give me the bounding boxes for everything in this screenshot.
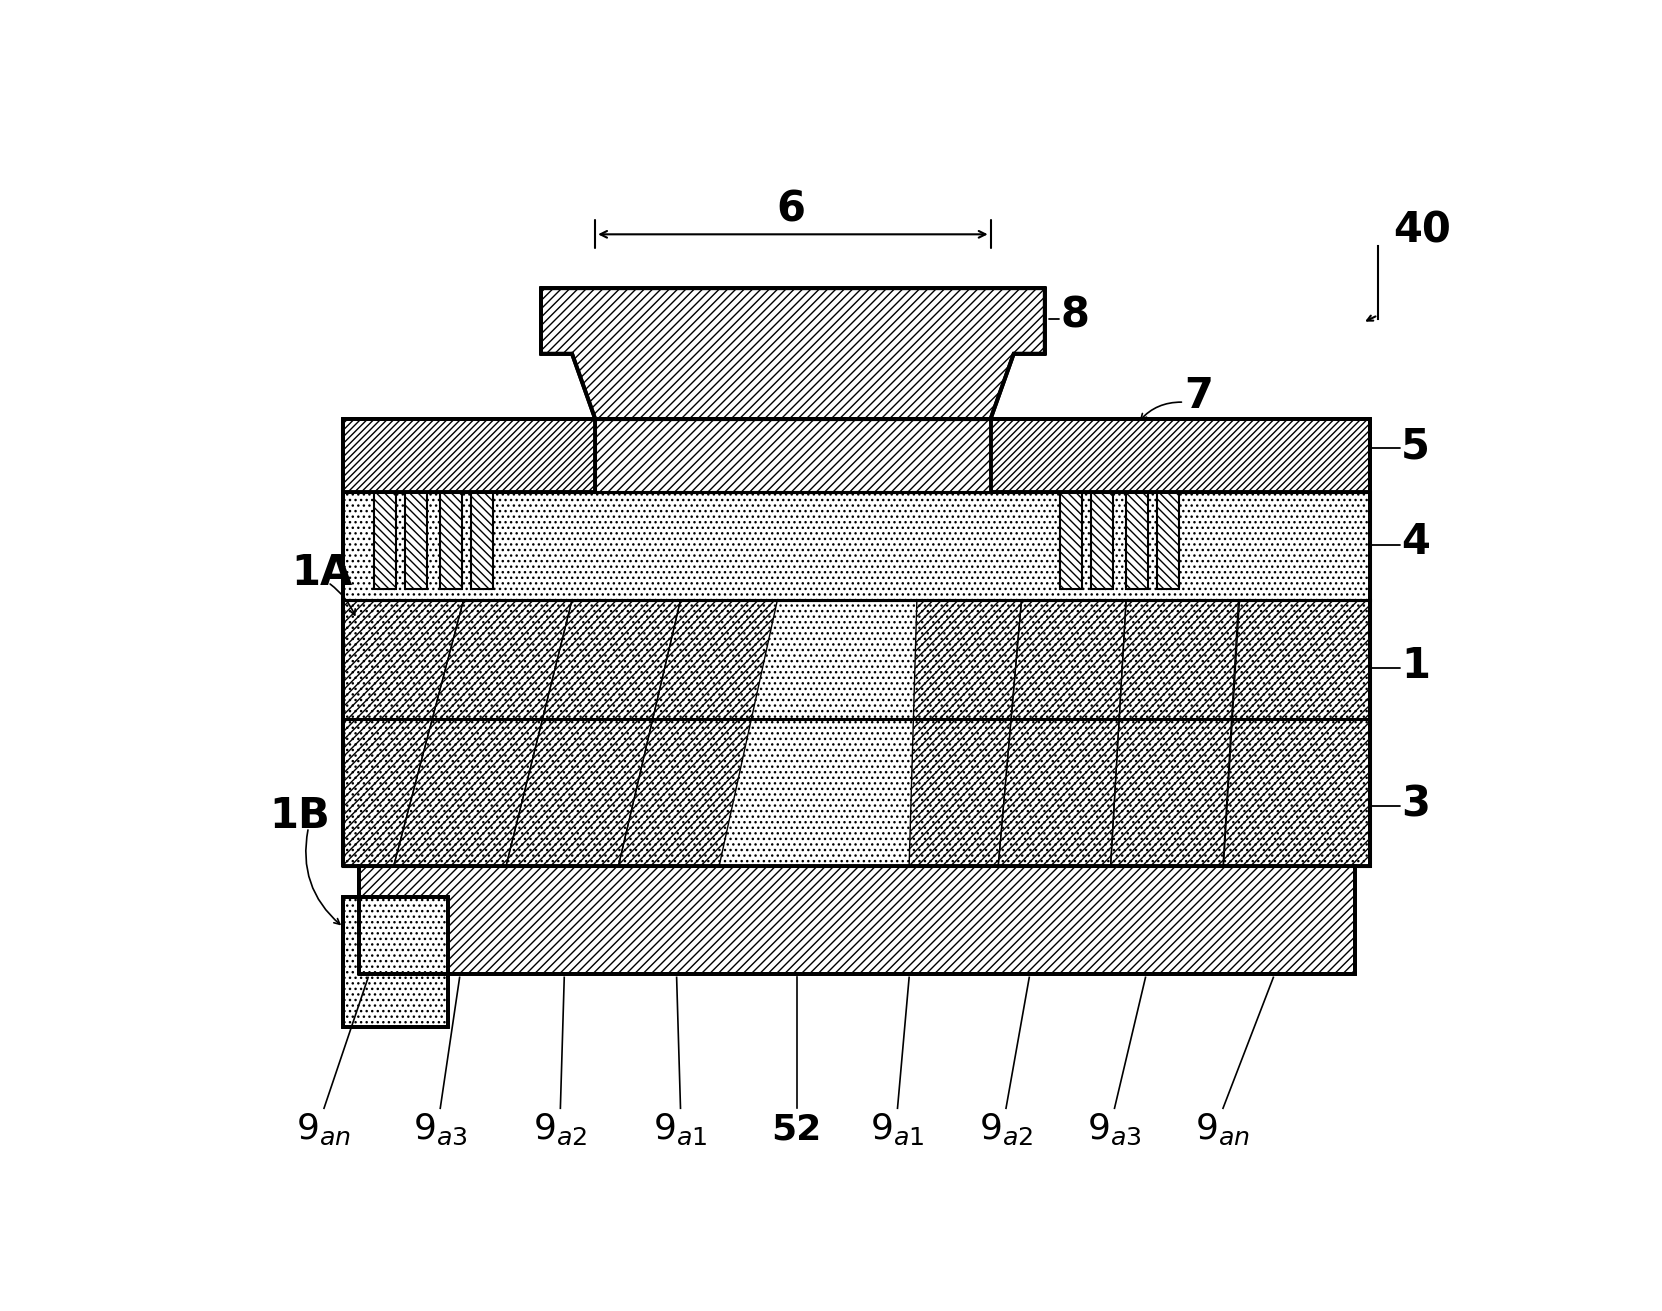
Text: $9_{a2}$: $9_{a2}$ — [979, 1112, 1034, 1147]
Text: 4: 4 — [1401, 522, 1429, 564]
Bar — [440, 492, 462, 589]
Bar — [406, 492, 427, 589]
Text: 5: 5 — [1401, 425, 1429, 467]
Text: $9_{a2}$: $9_{a2}$ — [534, 1112, 588, 1147]
Text: $9_{an}$: $9_{an}$ — [1195, 1112, 1250, 1147]
Bar — [359, 865, 1355, 974]
Bar — [472, 492, 494, 589]
Text: $9_{a3}$: $9_{a3}$ — [412, 1112, 467, 1147]
Bar — [344, 600, 1369, 865]
Bar — [344, 492, 1369, 600]
Bar — [374, 492, 396, 589]
Bar — [1060, 492, 1082, 589]
Bar — [1092, 492, 1114, 589]
Bar — [344, 492, 1369, 600]
Text: 1B: 1B — [269, 794, 331, 836]
Text: $9_{a3}$: $9_{a3}$ — [1087, 1112, 1142, 1147]
Bar — [344, 897, 449, 1028]
Text: $9_{an}$: $9_{an}$ — [296, 1112, 352, 1147]
Text: 3: 3 — [1401, 783, 1431, 825]
Bar — [1127, 492, 1148, 589]
Bar — [344, 600, 1369, 865]
Text: 1A: 1A — [291, 552, 352, 594]
Polygon shape — [595, 420, 991, 492]
Polygon shape — [344, 420, 595, 492]
Polygon shape — [991, 420, 1369, 492]
Text: 52: 52 — [771, 1112, 823, 1146]
Text: $9_{a1}$: $9_{a1}$ — [653, 1112, 708, 1147]
Bar — [1157, 492, 1178, 589]
Bar — [344, 420, 1369, 974]
Polygon shape — [542, 288, 1045, 420]
Text: 7: 7 — [1185, 375, 1213, 417]
Text: 8: 8 — [1060, 294, 1089, 336]
Text: 1: 1 — [1401, 645, 1431, 687]
Bar — [344, 897, 449, 1028]
Text: 6: 6 — [776, 189, 804, 231]
Text: $9_{a1}$: $9_{a1}$ — [871, 1112, 924, 1147]
Text: 40: 40 — [1393, 210, 1451, 252]
